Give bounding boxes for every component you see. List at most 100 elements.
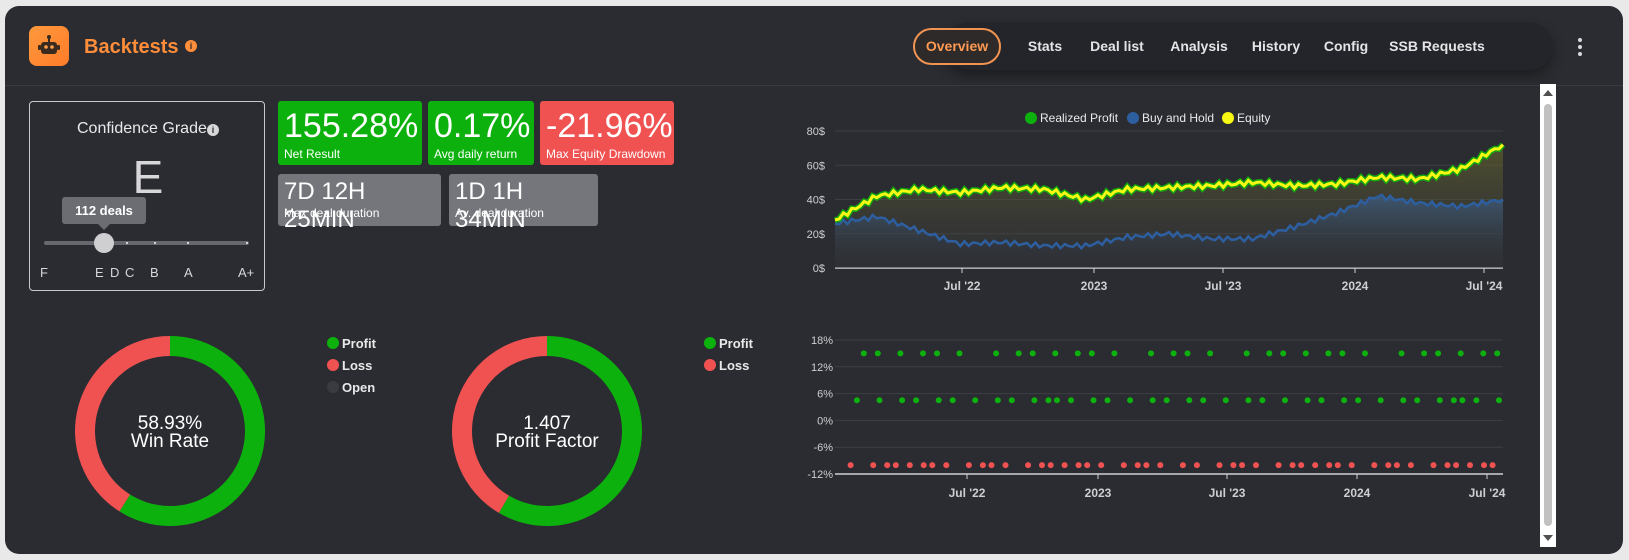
- slider-tick: [154, 242, 156, 244]
- loss-deal-point: [1467, 462, 1473, 469]
- profit-deal-point: [1355, 397, 1362, 404]
- profit-deal-point: [1494, 350, 1501, 357]
- profit-factor-label: Profit Factor: [495, 431, 599, 452]
- scroll-up-icon[interactable]: [1543, 90, 1553, 96]
- scrollbar-thumb[interactable]: [1544, 104, 1552, 526]
- loss-deal-point: [884, 462, 891, 469]
- loss-deal-point: [1179, 462, 1186, 469]
- profit-deal-point: [1163, 397, 1170, 404]
- tab-config[interactable]: Config: [1323, 38, 1369, 54]
- profit-deal-point: [1450, 397, 1457, 404]
- grade-scale-label: C: [125, 265, 135, 280]
- loss-deal-point: [1002, 462, 1009, 469]
- tab-history[interactable]: History: [1251, 38, 1301, 54]
- loss-deal-point: [1075, 462, 1082, 469]
- net-result-value: 155.28%: [284, 107, 419, 145]
- loss-deal-point: [1453, 462, 1460, 469]
- y-tick-label: 60$: [807, 160, 825, 172]
- profit-deal-point: [1111, 350, 1118, 357]
- loss-deal-point: [1216, 462, 1223, 469]
- max-deal-duration-label: Max deal duration: [284, 206, 380, 220]
- grade-letter: E: [132, 151, 164, 203]
- tab-ssb-requests[interactable]: SSB Requests: [1389, 38, 1485, 54]
- profit-deal-point: [1436, 397, 1443, 404]
- x-tick-label: 2024: [1342, 279, 1369, 293]
- loss-deal-point: [1193, 462, 1200, 469]
- net-result-tile: 155.28% Net Result: [278, 101, 422, 165]
- profit-deal-point: [853, 397, 860, 404]
- profit-deal-point: [1280, 350, 1287, 357]
- profit-deal-point: [934, 350, 940, 357]
- loss-slice: [74, 336, 170, 512]
- profit-deal-point: [1031, 397, 1038, 404]
- profit-deal-point: [1496, 397, 1502, 404]
- tab-analysis[interactable]: Analysis: [1170, 38, 1228, 54]
- profit-deal-point: [1127, 397, 1134, 404]
- loss-deal-point: [1393, 462, 1400, 469]
- win-rate-label: Win Rate: [130, 431, 210, 452]
- loss-deal-point: [943, 462, 950, 469]
- deals-tooltip: 112 deals: [62, 197, 146, 230]
- profit-dot-icon: [327, 337, 339, 349]
- loss-deal-point: [965, 462, 972, 469]
- y-tick-label: 18%: [811, 335, 833, 347]
- profit-deal-point: [1170, 350, 1177, 357]
- net-result-label: Net Result: [284, 147, 341, 161]
- more-menu-icon[interactable]: [1573, 36, 1587, 58]
- avg-deal-duration-label: Av. deal duration: [455, 206, 544, 220]
- profit-deal-point: [1052, 350, 1059, 357]
- max-deal-duration-tile: 7D 12H 25MIN Max deal duration: [278, 174, 441, 233]
- loss-deal-point: [1098, 462, 1105, 469]
- y-tick-label: 0%: [817, 415, 833, 427]
- loss-deal-point: [1289, 462, 1296, 469]
- profit-deal-point: [935, 397, 942, 404]
- loss-slice: [452, 336, 547, 513]
- legend-dot-icon: [1127, 112, 1139, 124]
- tab-stats[interactable]: Stats: [1027, 38, 1063, 54]
- profit-deal-point: [1459, 397, 1466, 404]
- grade-slider-track: [44, 241, 249, 245]
- loss-deal-point: [1157, 462, 1164, 469]
- loss-deal-point: [1143, 462, 1150, 469]
- vertical-scrollbar[interactable]: [1540, 84, 1556, 547]
- scroll-down-icon[interactable]: [1543, 535, 1553, 541]
- avg-daily-return-tile: 0.17% Avg daily return: [428, 101, 534, 165]
- grade-info-icon[interactable]: i: [207, 124, 219, 136]
- profit-deal-point: [1282, 397, 1288, 404]
- info-icon[interactable]: i: [185, 40, 197, 52]
- profit-deal-point: [1421, 350, 1428, 357]
- robot-logo-icon: [29, 26, 69, 66]
- grade-slider-thumb[interactable]: [94, 233, 114, 253]
- loss-deal-point: [1326, 462, 1333, 469]
- loss-deal-point: [870, 462, 877, 469]
- profit-deal-point: [1398, 350, 1405, 357]
- grade-scale-label: A+: [238, 265, 255, 280]
- legend-label: Realized Profit: [1040, 111, 1119, 125]
- loss-deal-point: [1239, 462, 1246, 469]
- loss-deal-point: [1275, 462, 1282, 469]
- loss-deal-point: [1312, 462, 1319, 469]
- win-rate-donut: [74, 336, 265, 526]
- loss-deal-point: [892, 462, 899, 469]
- loss-deal-point: [1348, 462, 1355, 469]
- legend-label: Buy and Hold: [1142, 111, 1214, 125]
- loss-deal-point: [1481, 462, 1487, 469]
- profit-deal-point: [876, 397, 883, 404]
- profit-deal-point: [1266, 350, 1273, 357]
- profit-deal-point: [913, 397, 920, 404]
- avg-deal-duration-value: 1D 1H 34MIN: [455, 178, 526, 233]
- y-tick-label: 40$: [807, 195, 825, 207]
- profit-deal-point: [993, 350, 1000, 357]
- legend-label: Equity: [1237, 111, 1270, 125]
- profit-deal-point: [860, 350, 867, 357]
- tab-deal-list[interactable]: Deal list: [1090, 38, 1144, 54]
- loss-deal-point: [1489, 462, 1496, 469]
- profit-deal-point: [1304, 397, 1311, 404]
- loss-deal-point: [1084, 462, 1091, 469]
- profit-deal-point: [1104, 397, 1111, 404]
- tab-overview[interactable]: Overview: [913, 28, 1001, 65]
- loss-deal-point: [988, 462, 995, 469]
- buy-hold-line: [834, 193, 1504, 251]
- profit-deal-point: [949, 397, 956, 404]
- loss-deal-point: [1134, 462, 1141, 469]
